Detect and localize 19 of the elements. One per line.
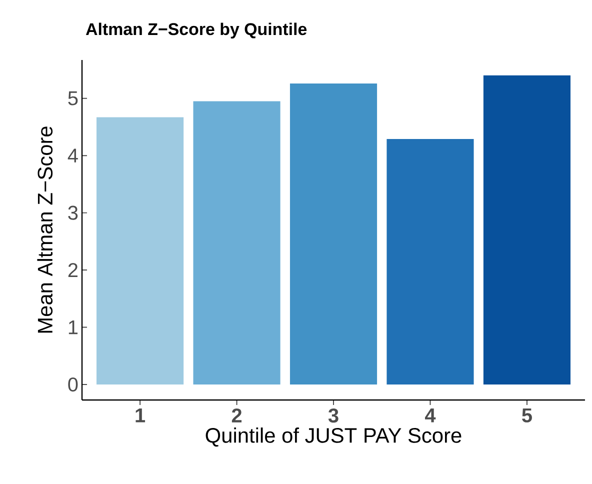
chart-title: Altman Z−Score by Quintile <box>86 22 307 38</box>
bar <box>96 117 184 385</box>
y-tick-label: 0 <box>68 377 78 392</box>
x-tick-label: 5 <box>522 408 532 422</box>
y-tick-label: 3 <box>68 206 78 220</box>
y-tick-label: 4 <box>68 148 78 162</box>
y-axis-title: Mean Altman Z−Score <box>37 126 53 333</box>
y-tick-label: 5 <box>68 91 78 106</box>
bar <box>193 101 280 385</box>
x-tick-label: 2 <box>232 408 242 422</box>
x-tick-label: 3 <box>328 408 338 423</box>
y-tick-label: 2 <box>68 263 78 278</box>
x-axis-title: Quintile of JUST PAY Score <box>206 427 462 447</box>
y-tick-label: 1 <box>68 320 78 334</box>
x-tick-label: 1 <box>136 408 146 422</box>
bar <box>290 83 378 385</box>
x-tick-label: 4 <box>424 408 436 422</box>
bar <box>386 138 474 385</box>
bar <box>483 75 570 385</box>
